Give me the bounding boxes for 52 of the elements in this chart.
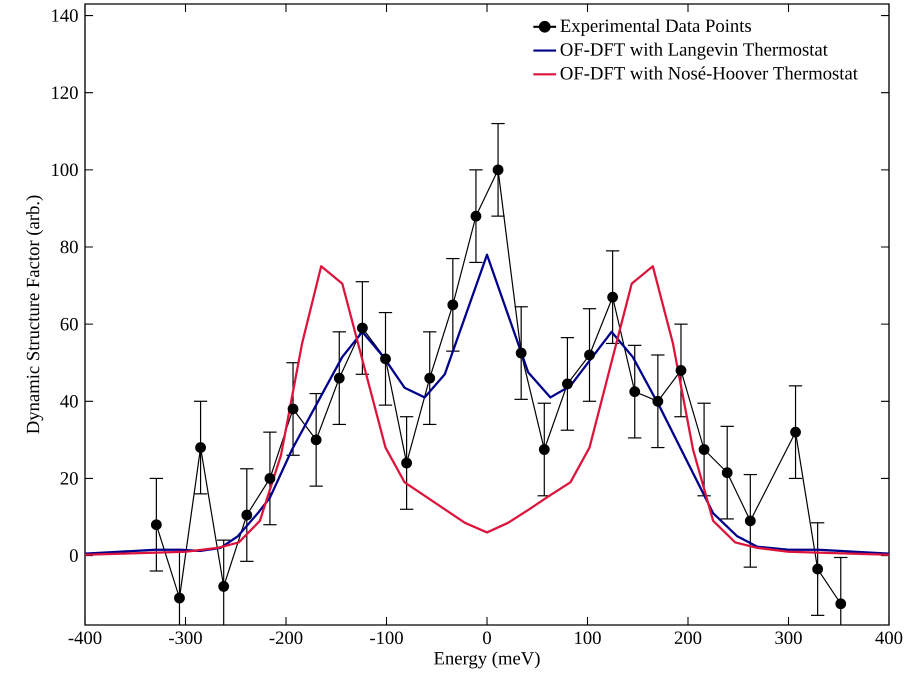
- x-tick-label: 0: [483, 631, 491, 644]
- point: [835, 598, 846, 610]
- y-tick-label: 20: [60, 472, 78, 485]
- point: [310, 434, 322, 446]
- point: [174, 592, 185, 604]
- point: [744, 515, 756, 526]
- x-tick-label: 300: [775, 631, 802, 644]
- x-tick-label: 100: [575, 631, 601, 644]
- point: [492, 164, 504, 176]
- x-tick-label: -400: [68, 631, 102, 644]
- legend-label: Experimental Data Points: [560, 18, 752, 36]
- x-tick-label: 200: [674, 631, 702, 644]
- point: [722, 467, 733, 478]
- point: [334, 372, 345, 384]
- x-axis-title: Energy (meV): [434, 651, 540, 668]
- point: [629, 386, 640, 398]
- x-tick-label: -100: [370, 631, 403, 644]
- legend-label: OF-DFT with Nosé-Hoover Thermostat: [560, 66, 858, 80]
- point: [676, 365, 686, 376]
- y-tick-label: 80: [60, 240, 78, 254]
- y-tick-label: 40: [60, 394, 78, 408]
- y-tick-label: 140: [52, 9, 78, 22]
- point: [447, 299, 458, 310]
- point: [562, 378, 573, 390]
- legend-label: OF-DFT with Langevin Thermostat: [560, 42, 828, 60]
- point: [195, 442, 206, 453]
- point: [356, 322, 368, 334]
- x-tick-label: -300: [169, 631, 202, 644]
- point: [516, 348, 527, 358]
- point: [150, 519, 162, 530]
- point: [698, 444, 710, 455]
- point: [812, 564, 824, 574]
- point: [790, 426, 801, 438]
- point: [538, 444, 550, 455]
- point: [607, 292, 618, 303]
- y-tick-label: 100: [52, 164, 78, 176]
- point: [652, 396, 664, 407]
- point: [264, 473, 276, 484]
- point: [401, 458, 412, 468]
- point: [241, 510, 252, 520]
- point: [424, 372, 436, 384]
- point: [218, 581, 230, 592]
- x-tick-label: -200: [270, 631, 302, 644]
- y-tick-label: 60: [60, 318, 78, 330]
- point: [380, 353, 391, 364]
- point: [584, 350, 595, 360]
- x-tick-label: 400: [875, 631, 902, 644]
- y-axis-title: Dynamic Structure Factor (arb.): [26, 196, 44, 434]
- point: [288, 404, 298, 414]
- point: [470, 210, 482, 222]
- y-tick-label: 120: [52, 86, 78, 100]
- y-tick-label: 0: [70, 549, 78, 562]
